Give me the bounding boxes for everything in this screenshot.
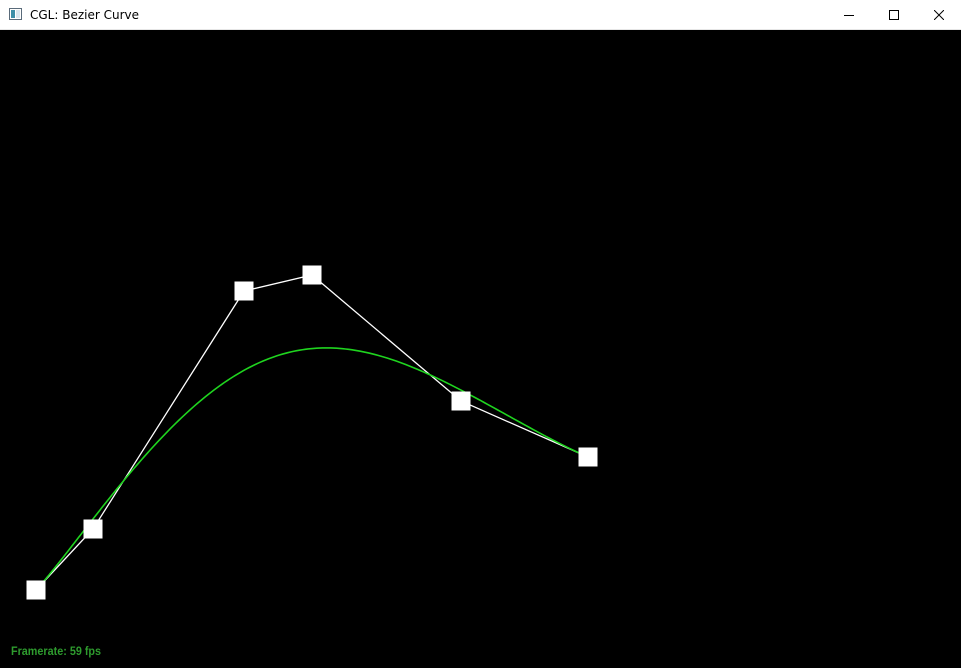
title-bar[interactable]: CGL: Bezier Curve [0,0,961,30]
control-point-handle-2[interactable] [83,519,103,539]
control-polygon [35,274,589,591]
minimize-button[interactable] [826,0,871,29]
framerate-readout: Framerate: 59 fps [11,644,102,658]
minimize-icon [843,14,854,16]
control-polygon-line [35,274,589,591]
control-point-handle-3[interactable] [234,281,254,301]
close-icon [933,9,944,20]
control-points[interactable] [26,265,598,600]
control-point-handle-5[interactable] [451,391,471,411]
render-viewport[interactable]: Framerate: 59 fps [0,30,961,668]
maximize-icon [888,9,899,20]
control-point-handle-4[interactable] [302,265,322,285]
close-button[interactable] [916,0,961,29]
bezier-scene[interactable] [0,30,961,668]
window-title: CGL: Bezier Curve [30,8,140,22]
control-point-handle-6[interactable] [578,447,598,467]
bezier-curve-layer [35,347,589,591]
maximize-button[interactable] [871,0,916,29]
control-point-handle-1[interactable] [26,580,46,600]
app-icon [9,8,22,20]
bezier-curve [35,347,589,591]
